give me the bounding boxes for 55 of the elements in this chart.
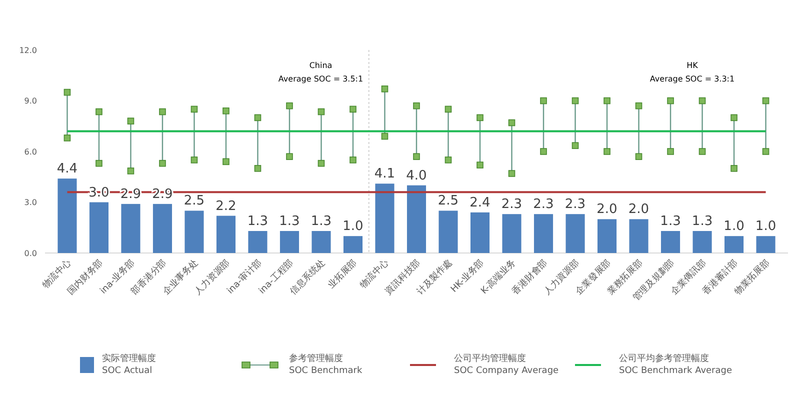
y-tick-label: 0.0	[24, 248, 37, 258]
legend-label: 公司平均管理幅度 SOC Company Average	[454, 353, 560, 376]
bar	[280, 231, 300, 253]
bar	[502, 214, 522, 253]
bar	[89, 202, 109, 253]
y-tick-label: 3.0	[24, 198, 37, 208]
data-label: 4.1	[374, 166, 396, 182]
legend-label: 公司平均参考管理幅度 SOC Benchmark Average	[619, 353, 732, 376]
annotation: HK Average SOC = 3.3:1	[650, 61, 735, 84]
data-label: 1.3	[279, 214, 300, 230]
data-label: 1.3	[660, 214, 681, 230]
y-tick-label: 9.0	[24, 96, 37, 106]
bar	[566, 214, 585, 253]
data-label: 2.0	[628, 202, 650, 218]
bar	[692, 231, 712, 253]
data-label: 2.5	[438, 194, 459, 209]
bar	[756, 236, 776, 253]
data-label: 4.0	[406, 168, 427, 184]
bar	[248, 231, 268, 253]
bar	[121, 204, 140, 253]
bar	[152, 204, 172, 253]
legend-label: 实际管理幅度 SOC Actual	[102, 353, 156, 376]
data-label: 2.4	[470, 195, 490, 210]
bar	[660, 231, 680, 253]
bar	[597, 219, 617, 253]
bar	[216, 216, 236, 253]
y-tick-label: 12.0	[19, 46, 37, 55]
legend-label: 参考管理幅度 SOC Benchmark	[289, 353, 363, 376]
data-label: 1.3	[247, 214, 268, 230]
data-label: 2.3	[501, 197, 522, 212]
data-label: 1.0	[342, 219, 364, 234]
data-label: 4.4	[56, 162, 78, 177]
data-label: 2.3	[533, 197, 554, 212]
bar	[724, 236, 744, 253]
bar	[629, 219, 648, 253]
bar	[343, 236, 363, 253]
y-tick-label: 6.0	[24, 147, 37, 156]
bar	[58, 178, 77, 253]
x-tick-label: 业拓展部	[326, 257, 360, 291]
data-label: 1.0	[724, 219, 744, 234]
bar	[312, 231, 331, 253]
data-label: 2.5	[184, 194, 205, 209]
annotation: China Average SOC = 3.5:1	[278, 61, 364, 84]
bar	[406, 185, 426, 253]
bar	[470, 212, 490, 253]
data-label: 1.0	[755, 219, 776, 234]
bar	[534, 214, 554, 253]
data-label: 1.3	[310, 214, 332, 230]
data-label: 1.3	[692, 214, 713, 230]
data-label: 2.2	[216, 198, 236, 214]
data-label: 2.0	[596, 202, 618, 218]
bar	[438, 210, 458, 253]
bar	[184, 210, 204, 253]
data-label: 2.3	[564, 197, 586, 212]
bar	[375, 184, 394, 253]
